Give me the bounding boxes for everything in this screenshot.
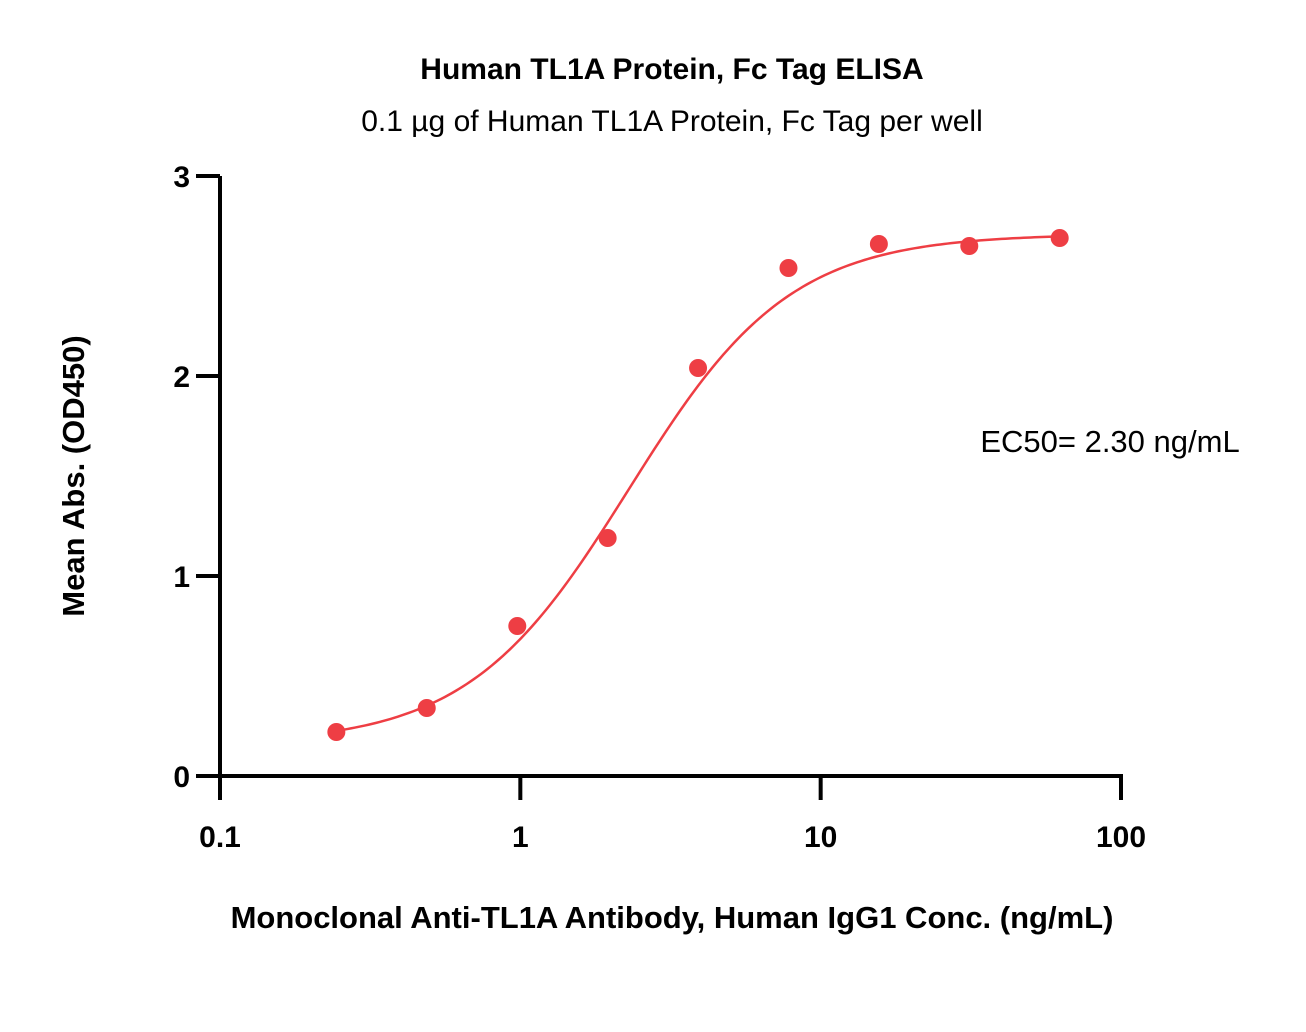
data-point-7 (869, 235, 888, 253)
x-tick-label-100: 100 (1096, 821, 1146, 854)
y-tick-label-3: 3 (173, 161, 190, 194)
data-point-8 (960, 237, 979, 255)
x-axis-label: Monoclonal Anti-TL1A Antibody, Human IgG… (231, 900, 1114, 935)
y-tick-label-2: 2 (173, 361, 190, 394)
data-point-2 (417, 699, 436, 717)
plot-area: 0 1 2 3 0.1 1 10 100 (173, 161, 1146, 854)
data-point-6 (779, 259, 798, 277)
y-axis-label: Mean Abs. (OD450) (56, 335, 91, 616)
ec50-annotation: EC50= 2.30 ng/mL (980, 424, 1239, 459)
data-point-3 (508, 617, 527, 635)
x-tick-label-1: 1 (512, 821, 529, 854)
data-point-9 (1050, 229, 1069, 247)
fit-curve (336, 235, 1060, 733)
chart-title: Human TL1A Protein, Fc Tag ELISA (420, 53, 923, 86)
y-tick-label-1: 1 (173, 561, 190, 594)
data-point-1 (327, 723, 346, 741)
x-tick-label-0.1: 0.1 (199, 821, 241, 854)
chart-subtitle: 0.1 µg of Human TL1A Protein, Fc Tag per… (361, 105, 983, 138)
data-point-5 (689, 359, 708, 377)
data-point-4 (598, 529, 617, 547)
x-tick-label-10: 10 (804, 821, 837, 854)
y-tick-label-0: 0 (173, 761, 190, 794)
